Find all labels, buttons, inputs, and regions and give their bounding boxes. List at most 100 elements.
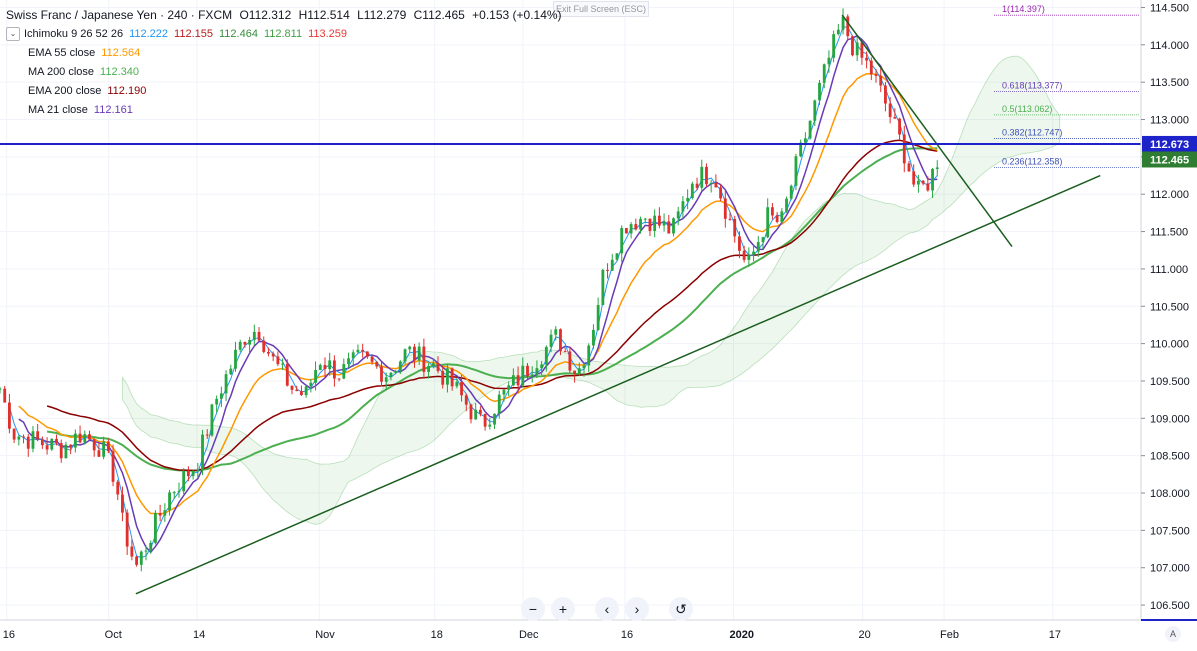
trendline (135, 174, 1101, 595)
candle-body (577, 368, 581, 374)
candle-body (304, 386, 308, 396)
candle-body (822, 64, 826, 83)
fib-level-label: 0.5(113.062) (1002, 104, 1052, 114)
candle-body (318, 364, 322, 371)
candle-body (215, 398, 219, 405)
candle-body (916, 180, 920, 185)
candle-body (756, 242, 760, 252)
exit-fullscreen-button[interactable]: Exit Full Screen (ESC) (553, 1, 649, 17)
candle-body (201, 434, 204, 471)
candle-body (921, 180, 925, 184)
candle-body (521, 365, 525, 386)
candle-body (460, 382, 463, 396)
candle-body (125, 512, 129, 547)
candle-body (705, 166, 708, 185)
indicator-name: EMA 55 close (28, 47, 96, 59)
candle-body (361, 349, 365, 352)
indicator-value: 112.222 (129, 28, 169, 40)
candle-body (73, 433, 77, 448)
candle-body (469, 404, 473, 420)
zoom-out-button[interactable]: − (521, 597, 545, 621)
price-tick-label: 108.000 (1150, 488, 1190, 500)
candle-body (648, 218, 652, 231)
candle-body (478, 409, 482, 414)
indicator-row[interactable]: MA 200 close 112.340 (6, 63, 562, 82)
candle-body (775, 215, 779, 222)
candle-body (634, 224, 638, 230)
candle-body (12, 428, 16, 440)
candle-body (102, 441, 106, 457)
candle-body (808, 120, 812, 139)
candle-body (931, 168, 934, 191)
candle-body (290, 385, 294, 390)
candle-body (573, 370, 577, 374)
symbol-title: Swiss Franc / Japanese Yen · 240 · FXCM (6, 8, 233, 22)
price-change: +0.153 (+0.14%) (472, 8, 562, 22)
candle-body (559, 329, 562, 352)
candle-body (281, 363, 285, 365)
candle-body (493, 413, 496, 425)
candle-body (672, 218, 675, 234)
indicator-value: 113.259 (308, 28, 348, 40)
time-tick-label: 14 (193, 629, 205, 641)
candle-body (869, 60, 873, 75)
candle-body (540, 364, 544, 369)
ohlc-close: C112.465 (413, 8, 465, 22)
candle-body (130, 546, 134, 557)
ohlc-high: H112.514 (298, 8, 350, 22)
indicator-value: 112.161 (93, 104, 133, 116)
candle-body (328, 360, 332, 370)
candle-body (0, 388, 2, 390)
indicator-value: 112.464 (218, 28, 258, 40)
candle-body (8, 402, 11, 429)
indicator-row[interactable]: EMA 200 close 112.190 (6, 82, 562, 101)
candle-body (182, 471, 186, 492)
price-tick-label: 107.000 (1150, 563, 1190, 575)
candle-body (177, 491, 181, 493)
candle-body (874, 74, 878, 76)
scroll-right-button[interactable]: › (625, 597, 649, 621)
candle-body (700, 166, 704, 188)
trendline (841, 14, 1013, 247)
auto-scale-button[interactable]: A (1165, 626, 1181, 642)
candle-body (168, 492, 171, 511)
indicator-value: 112.155 (174, 28, 213, 40)
price-tick-label: 114.000 (1150, 40, 1189, 52)
candle-body (902, 134, 906, 164)
candle-body (714, 182, 718, 188)
time-tick-label: 2020 (730, 629, 754, 641)
indicator-name: MA 21 close (28, 104, 88, 116)
indicator-value: 112.564 (101, 47, 141, 59)
reset-chart-button[interactable]: ↺ (669, 597, 693, 621)
candle-body (865, 57, 869, 61)
indicator-name: Ichimoku 9 26 52 26 (24, 28, 124, 40)
candle-body (752, 251, 755, 255)
candle-body (276, 356, 280, 365)
price-tick-label: 112.000 (1150, 189, 1189, 201)
candle-body (31, 431, 35, 449)
indicator-row[interactable]: ⌄ Ichimoku 9 26 52 26 112.222 112.155 112.46… (6, 25, 562, 44)
candle-body (351, 352, 355, 359)
candle-body (384, 377, 388, 382)
collapse-legend-icon[interactable]: ⌄ (6, 27, 20, 42)
time-tick-label: Oct (105, 629, 122, 641)
candle-body (431, 363, 435, 367)
candle-body (262, 340, 266, 352)
candle-body (738, 236, 741, 251)
candle-body (285, 363, 289, 386)
time-tick-label: Dec (519, 629, 539, 641)
zoom-in-button[interactable]: + (551, 597, 575, 621)
candle-body (342, 364, 346, 379)
candle-body (427, 366, 431, 372)
candle-body (45, 445, 49, 450)
candle-body (742, 250, 746, 260)
price-tick-label: 107.500 (1150, 525, 1190, 537)
indicator-value: 112.190 (107, 85, 147, 97)
scroll-left-button[interactable]: ‹ (595, 597, 619, 621)
fib-level-label: 1(114.397) (1002, 4, 1045, 14)
indicator-row[interactable]: MA 21 close 112.161 (6, 101, 562, 120)
candle-body (836, 29, 840, 35)
indicator-row[interactable]: EMA 55 close 112.564 (6, 44, 562, 63)
